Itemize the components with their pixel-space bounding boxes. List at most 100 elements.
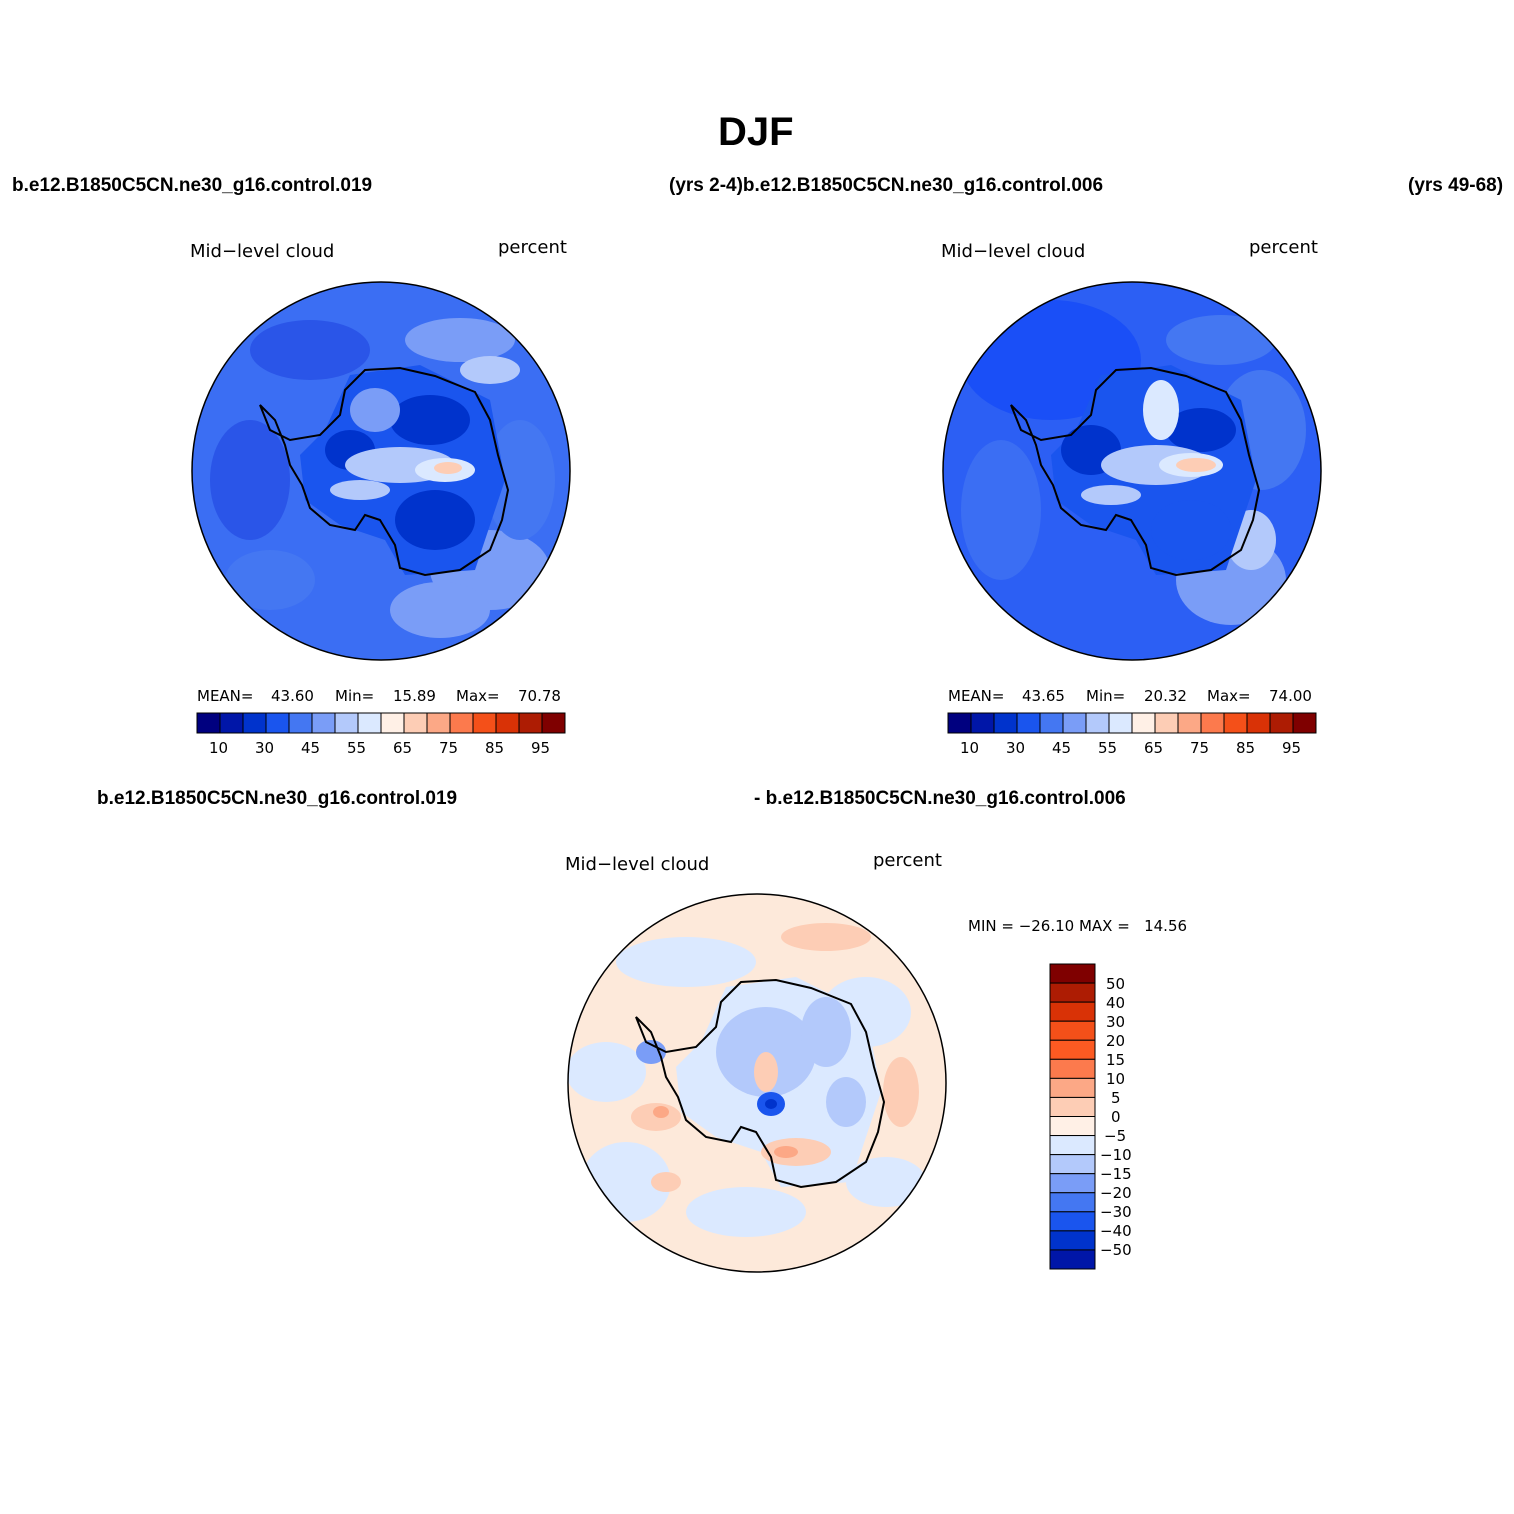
colorbar-swatch: [449, 712, 474, 734]
colorbar-diff-tick: 10: [1106, 1070, 1126, 1088]
panel2-units-label: percent: [1249, 237, 1318, 258]
colorbar-2-tick: 55: [1098, 739, 1118, 757]
colorbar-1-tick: 85: [485, 739, 505, 757]
colorbar-swatch: [1108, 712, 1133, 734]
colorbar-2-tick: 85: [1236, 739, 1256, 757]
colorbar-1-tick: 95: [531, 739, 551, 757]
colorbar-swatch: [1269, 712, 1294, 734]
colorbar-swatch: [1049, 982, 1096, 1003]
colorbar-swatch: [541, 712, 566, 734]
colorbar-swatch: [311, 712, 336, 734]
panel1-variable-label: Mid−level cloud: [190, 241, 335, 262]
map1-field: [192, 282, 570, 660]
colorbar-swatch: [1049, 1135, 1096, 1156]
colorbar-swatch: [1062, 712, 1087, 734]
panel2-max-value: 74.00: [1269, 687, 1312, 705]
colorbar-swatch: [1292, 712, 1317, 734]
colorbar-diff-tick: 30: [1106, 1013, 1126, 1031]
colorbar-swatch: [1049, 1192, 1096, 1213]
colorbar-swatch: [1049, 1230, 1096, 1251]
colorbar-swatch: [1049, 1096, 1096, 1117]
colorbar-swatch: [1049, 1020, 1096, 1041]
map1-coastline: [259, 366, 510, 577]
colorbar-swatch: [1049, 1058, 1096, 1079]
colorbar-swatch: [1016, 712, 1041, 734]
colorbar-swatch: [219, 712, 244, 734]
map-panel-2: [942, 281, 1322, 661]
colorbar-swatch: [1049, 1211, 1096, 1232]
colorbar-diff-tick: 20: [1106, 1032, 1126, 1050]
colorbar-swatch: [1049, 1173, 1096, 1194]
colorbar-1-tick: 30: [255, 739, 275, 757]
panel3-minmax: MIN = −26.10 MAX = 14.56: [968, 917, 1188, 935]
panel2-variable-label: Mid−level cloud: [941, 241, 1086, 262]
case-header-left: b.e12.B1850C5CN.ne30_g16.control.019: [12, 175, 373, 196]
colorbar-diff-tick: −50: [1100, 1241, 1132, 1259]
colorbar-1-swatches: [196, 712, 566, 734]
colorbar-2-tick: 45: [1052, 739, 1072, 757]
map3-boundary: [567, 893, 947, 1273]
colorbar-swatch: [1049, 1039, 1096, 1060]
colorbar-swatch: [993, 712, 1018, 734]
colorbar-swatch: [1154, 712, 1179, 734]
map1-boundary: [191, 281, 571, 661]
colorbar-diff-tick: −40: [1100, 1222, 1132, 1240]
colorbar-diff-tick: −30: [1100, 1203, 1132, 1221]
colorbar-swatch: [426, 712, 451, 734]
colorbar-swatch: [1246, 712, 1271, 734]
colorbar-swatch: [265, 712, 290, 734]
colorbar-2-swatches: [947, 712, 1317, 734]
colorbar-swatch: [242, 712, 267, 734]
panel1-units-label: percent: [498, 237, 567, 258]
colorbar-swatch: [472, 712, 497, 734]
map2-coastline: [1010, 366, 1261, 577]
colorbar-swatch: [1049, 1154, 1096, 1175]
colorbar-diff-tick: 50: [1106, 975, 1126, 993]
colorbar-swatch: [1039, 712, 1064, 734]
colorbar-1-ticks: 10 30 45 55 65 75 85 95: [197, 739, 565, 759]
panel2-max-label: Max=: [1207, 687, 1251, 705]
colorbar-diff-tick: −5: [1104, 1127, 1127, 1145]
colorbar-2-tick: 65: [1144, 739, 1164, 757]
colorbar-2-ticks: 10 30 45 55 65 75 85 95: [948, 739, 1316, 759]
colorbar-2: [947, 712, 1317, 734]
colorbar-diff-swatches: [1049, 963, 1096, 1270]
colorbar-swatch: [1223, 712, 1248, 734]
colorbar-diff: [1049, 963, 1096, 1270]
colorbar-swatch: [1049, 1116, 1096, 1137]
panel2-mean-value: 43.65: [1022, 687, 1065, 705]
panel3-variable-label: Mid−level cloud: [565, 854, 710, 875]
map-panel-1: [191, 281, 571, 661]
panel3-units-label: percent: [873, 850, 942, 871]
colorbar-1-tick: 75: [439, 739, 459, 757]
colorbar-diff-tick: 0: [1111, 1108, 1121, 1126]
colorbar-swatch: [970, 712, 995, 734]
colorbar-swatch: [1200, 712, 1225, 734]
case-header-middle: (yrs 2-4)b.e12.B1850C5CN.ne30_g16.contro…: [669, 175, 1104, 196]
panel2-min-label: Min=: [1086, 687, 1126, 705]
colorbar-swatch: [947, 712, 972, 734]
colorbar-diff-ticks: 50 40 30 20 15 10 5 0 −5 −10 −15 −20 −30…: [1099, 964, 1159, 1269]
panel1-max-label: Max=: [456, 687, 500, 705]
colorbar-1: [196, 712, 566, 734]
panel1-min-label: Min=: [335, 687, 375, 705]
colorbar-1-tick: 65: [393, 739, 413, 757]
colorbar-swatch: [1131, 712, 1156, 734]
diff-header-right: - b.e12.B1850C5CN.ne30_g16.control.006: [754, 788, 1126, 809]
panel1-mean-value: 43.60: [271, 687, 314, 705]
colorbar-swatch: [1085, 712, 1110, 734]
panel2-min-value: 20.32: [1144, 687, 1187, 705]
colorbar-swatch: [1049, 1001, 1096, 1022]
colorbar-swatch: [403, 712, 428, 734]
colorbar-1-tick: 45: [301, 739, 321, 757]
colorbar-1-tick: 10: [209, 739, 229, 757]
colorbar-2-tick: 75: [1190, 739, 1210, 757]
colorbar-swatch: [1049, 963, 1096, 984]
case-header-right: (yrs 49-68): [1408, 175, 1504, 196]
colorbar-2-tick: 10: [960, 739, 980, 757]
map3-coastline: [635, 978, 886, 1189]
colorbar-2-tick: 30: [1006, 739, 1026, 757]
map3-field: [568, 894, 946, 1272]
colorbar-swatch: [196, 712, 221, 734]
panel1-max-value: 70.78: [518, 687, 561, 705]
